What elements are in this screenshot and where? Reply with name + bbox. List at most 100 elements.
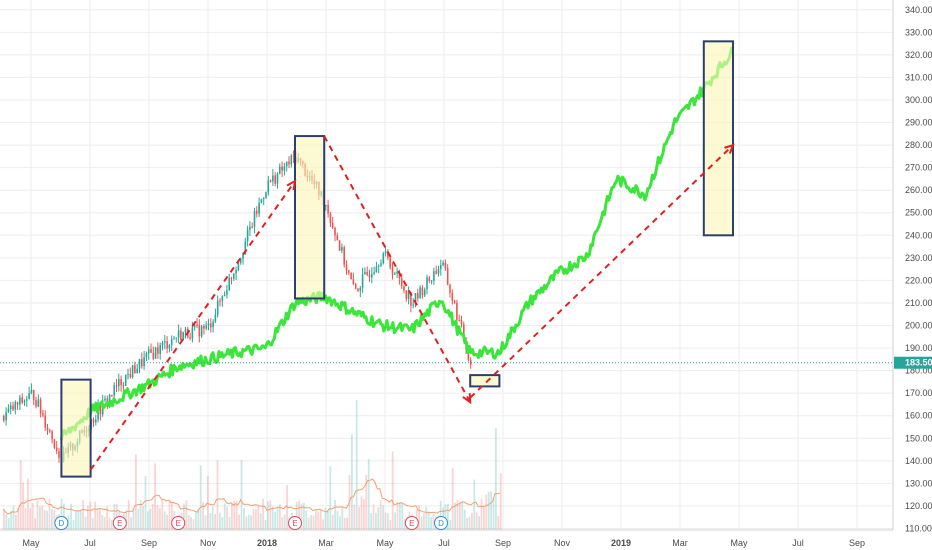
candle-body-119 <box>276 173 279 184</box>
volume-bar-177 <box>427 511 430 530</box>
price-tick-label: 230.00 <box>905 253 932 263</box>
event-marker-circle <box>54 516 69 530</box>
current-price-label: 183.50 <box>905 358 932 368</box>
candle-body-23 <box>55 447 58 452</box>
volume-bar-14 <box>36 500 39 530</box>
price-tick-label: 320.00 <box>905 50 932 60</box>
volume-bar-118 <box>286 484 288 530</box>
volume-bar-136 <box>329 466 332 530</box>
volume-bar-122 <box>295 502 298 530</box>
price-tick-label: 140.00 <box>905 456 932 466</box>
volume-bar-3 <box>10 510 12 530</box>
trend-arrow-0 <box>89 180 296 471</box>
candle-body-113 <box>262 197 265 200</box>
candle-body-198 <box>458 320 460 322</box>
candle-body-143 <box>331 223 334 228</box>
candle-body-55 <box>129 373 132 378</box>
volume-bar-138 <box>334 500 336 530</box>
candle-body-146 <box>338 240 341 251</box>
volume-bar-89 <box>216 460 219 530</box>
volume-bar-195 <box>471 512 473 530</box>
volume-bar-67 <box>163 511 166 530</box>
candle-body-51 <box>120 378 122 386</box>
event-marker-label: E <box>292 519 297 528</box>
candle-body-98 <box>228 277 230 291</box>
volume-bar-143 <box>346 518 348 530</box>
candle-body-176 <box>407 292 410 299</box>
candle-body-109 <box>253 210 256 227</box>
candle-body-179 <box>414 293 417 305</box>
volume-bar-43 <box>106 506 108 530</box>
event-marker-e[interactable]: E <box>404 516 419 530</box>
volume-bar-84 <box>204 515 207 530</box>
volume-bar-156 <box>377 507 380 530</box>
volume-bar-94 <box>228 516 231 530</box>
candle-body-12 <box>30 389 33 394</box>
candle-body-61 <box>143 357 145 367</box>
event-marker-d[interactable]: D <box>434 516 448 530</box>
volume-bar-182 <box>439 500 442 530</box>
candle-body-142 <box>329 213 332 224</box>
time-tick-label: 2018 <box>257 538 277 548</box>
volume-bar-6 <box>17 507 20 530</box>
volume-bar-34 <box>84 516 87 530</box>
volume-bar-176 <box>425 506 428 530</box>
candle-body-178 <box>412 304 414 306</box>
candle-body-200 <box>463 324 465 341</box>
candle-body-93 <box>216 300 219 315</box>
price-tick-label: 200.00 <box>905 321 932 331</box>
candle-body-19 <box>46 427 49 431</box>
candle-body-56 <box>131 365 134 378</box>
candle-body-48 <box>113 385 115 396</box>
candle-body-57 <box>134 365 136 374</box>
candle-body-192 <box>444 262 447 269</box>
candle-body-64 <box>150 349 152 353</box>
volume-bar-167 <box>403 519 406 530</box>
volume-bars <box>3 400 502 530</box>
price-tick-label: 110.00 <box>905 523 932 533</box>
candle-body-166 <box>384 251 387 254</box>
candle-body-3 <box>9 405 12 409</box>
volume-bar-150 <box>363 499 365 530</box>
volume-bar-90 <box>219 512 221 530</box>
candle-body-187 <box>433 271 435 281</box>
candle-body-145 <box>336 235 339 241</box>
event-marker-d[interactable]: D <box>54 516 69 530</box>
trend-arrow-2 <box>469 144 734 399</box>
event-marker-e[interactable]: E <box>171 516 186 530</box>
time-tick-label: Jul <box>792 538 804 548</box>
volume-bar-91 <box>221 517 224 530</box>
price-tick-label: 250.00 <box>905 208 932 218</box>
event-marker-e[interactable]: E <box>112 516 127 530</box>
volume-bar-78 <box>190 517 192 530</box>
event-marker-e[interactable]: E <box>288 516 302 530</box>
volume-bar-116 <box>281 517 284 530</box>
volume-bar-15 <box>39 506 41 530</box>
highlight-boxes <box>60 40 734 478</box>
volume-bar-81 <box>197 509 200 530</box>
volume-bar-37 <box>91 518 94 530</box>
volume-bar-1 <box>5 514 8 530</box>
candle-body-21 <box>51 431 53 440</box>
volume-bar-185 <box>447 504 449 530</box>
volume-bar-56 <box>137 509 140 530</box>
price-tick-label: 260.00 <box>905 185 932 195</box>
candle-body-100 <box>233 273 235 279</box>
volume-bar-126 <box>305 510 308 530</box>
candle-body-193 <box>446 268 449 285</box>
volume-bar-4 <box>12 505 15 530</box>
candle-body-157 <box>364 272 366 275</box>
time-tick-label: Sep <box>849 538 865 548</box>
candle-body-147 <box>341 247 343 251</box>
volume-bar-5 <box>15 514 17 530</box>
candle-body-195 <box>451 292 454 301</box>
candle-body-116 <box>269 180 272 182</box>
volume-bar-66 <box>161 498 164 530</box>
candle-body-177 <box>410 292 412 306</box>
candle-body-165 <box>382 253 385 264</box>
volume-bar-27 <box>67 515 70 530</box>
candle-body-115 <box>267 180 270 193</box>
candle-body-197 <box>456 302 458 321</box>
volume-bar-105 <box>255 509 257 530</box>
